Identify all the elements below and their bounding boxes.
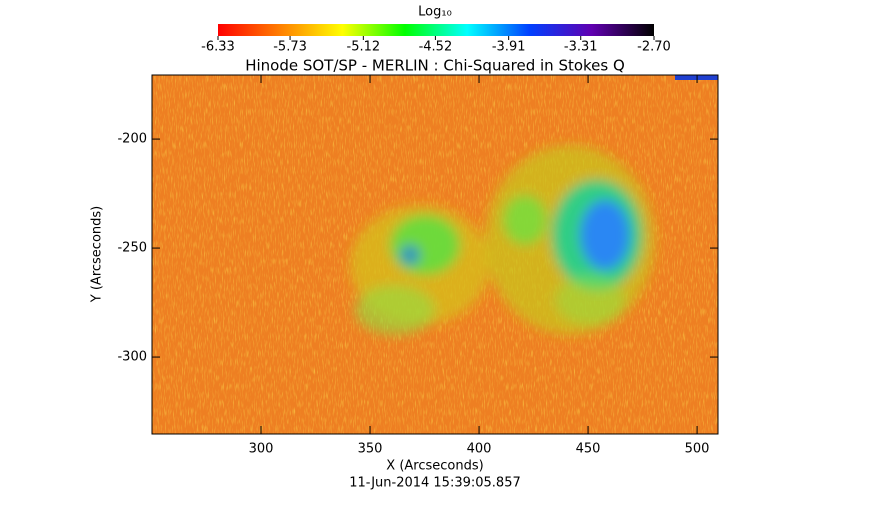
colorbar-tick-label: -4.52 [419,40,453,55]
x-tick-label: 400 [467,442,492,457]
x-tick-label: 500 [685,442,710,457]
x-tick-label: 300 [249,442,274,457]
colorbar-tick-label: -5.73 [273,40,307,55]
plot-frame [151,74,719,435]
colorbar [218,24,654,36]
colorbar-tick-label: -2.70 [637,40,671,55]
colorbar-label: Log₁₀ [418,5,452,20]
y-tick-label: -250 [117,241,147,256]
colorbar-tick-label: -3.31 [564,40,598,55]
heatmap-image [152,75,718,434]
y-axis-label: Y (Arcseconds) [90,206,105,303]
colorbar-tick-label: -6.33 [201,40,235,55]
timestamp: 11-Jun-2014 15:39:05.857 [349,476,521,491]
colorbar-tick-label: -3.91 [492,40,526,55]
x-tick-label: 450 [576,442,601,457]
x-axis-label: X (Arcseconds) [386,459,483,474]
colorbar-tick-label: -5.12 [347,40,381,55]
y-tick-label: -200 [117,132,147,147]
y-tick-label: -300 [117,350,147,365]
x-tick-label: 350 [358,442,383,457]
chart-title: Hinode SOT/SP - MERLIN : Chi-Squared in … [245,57,625,75]
